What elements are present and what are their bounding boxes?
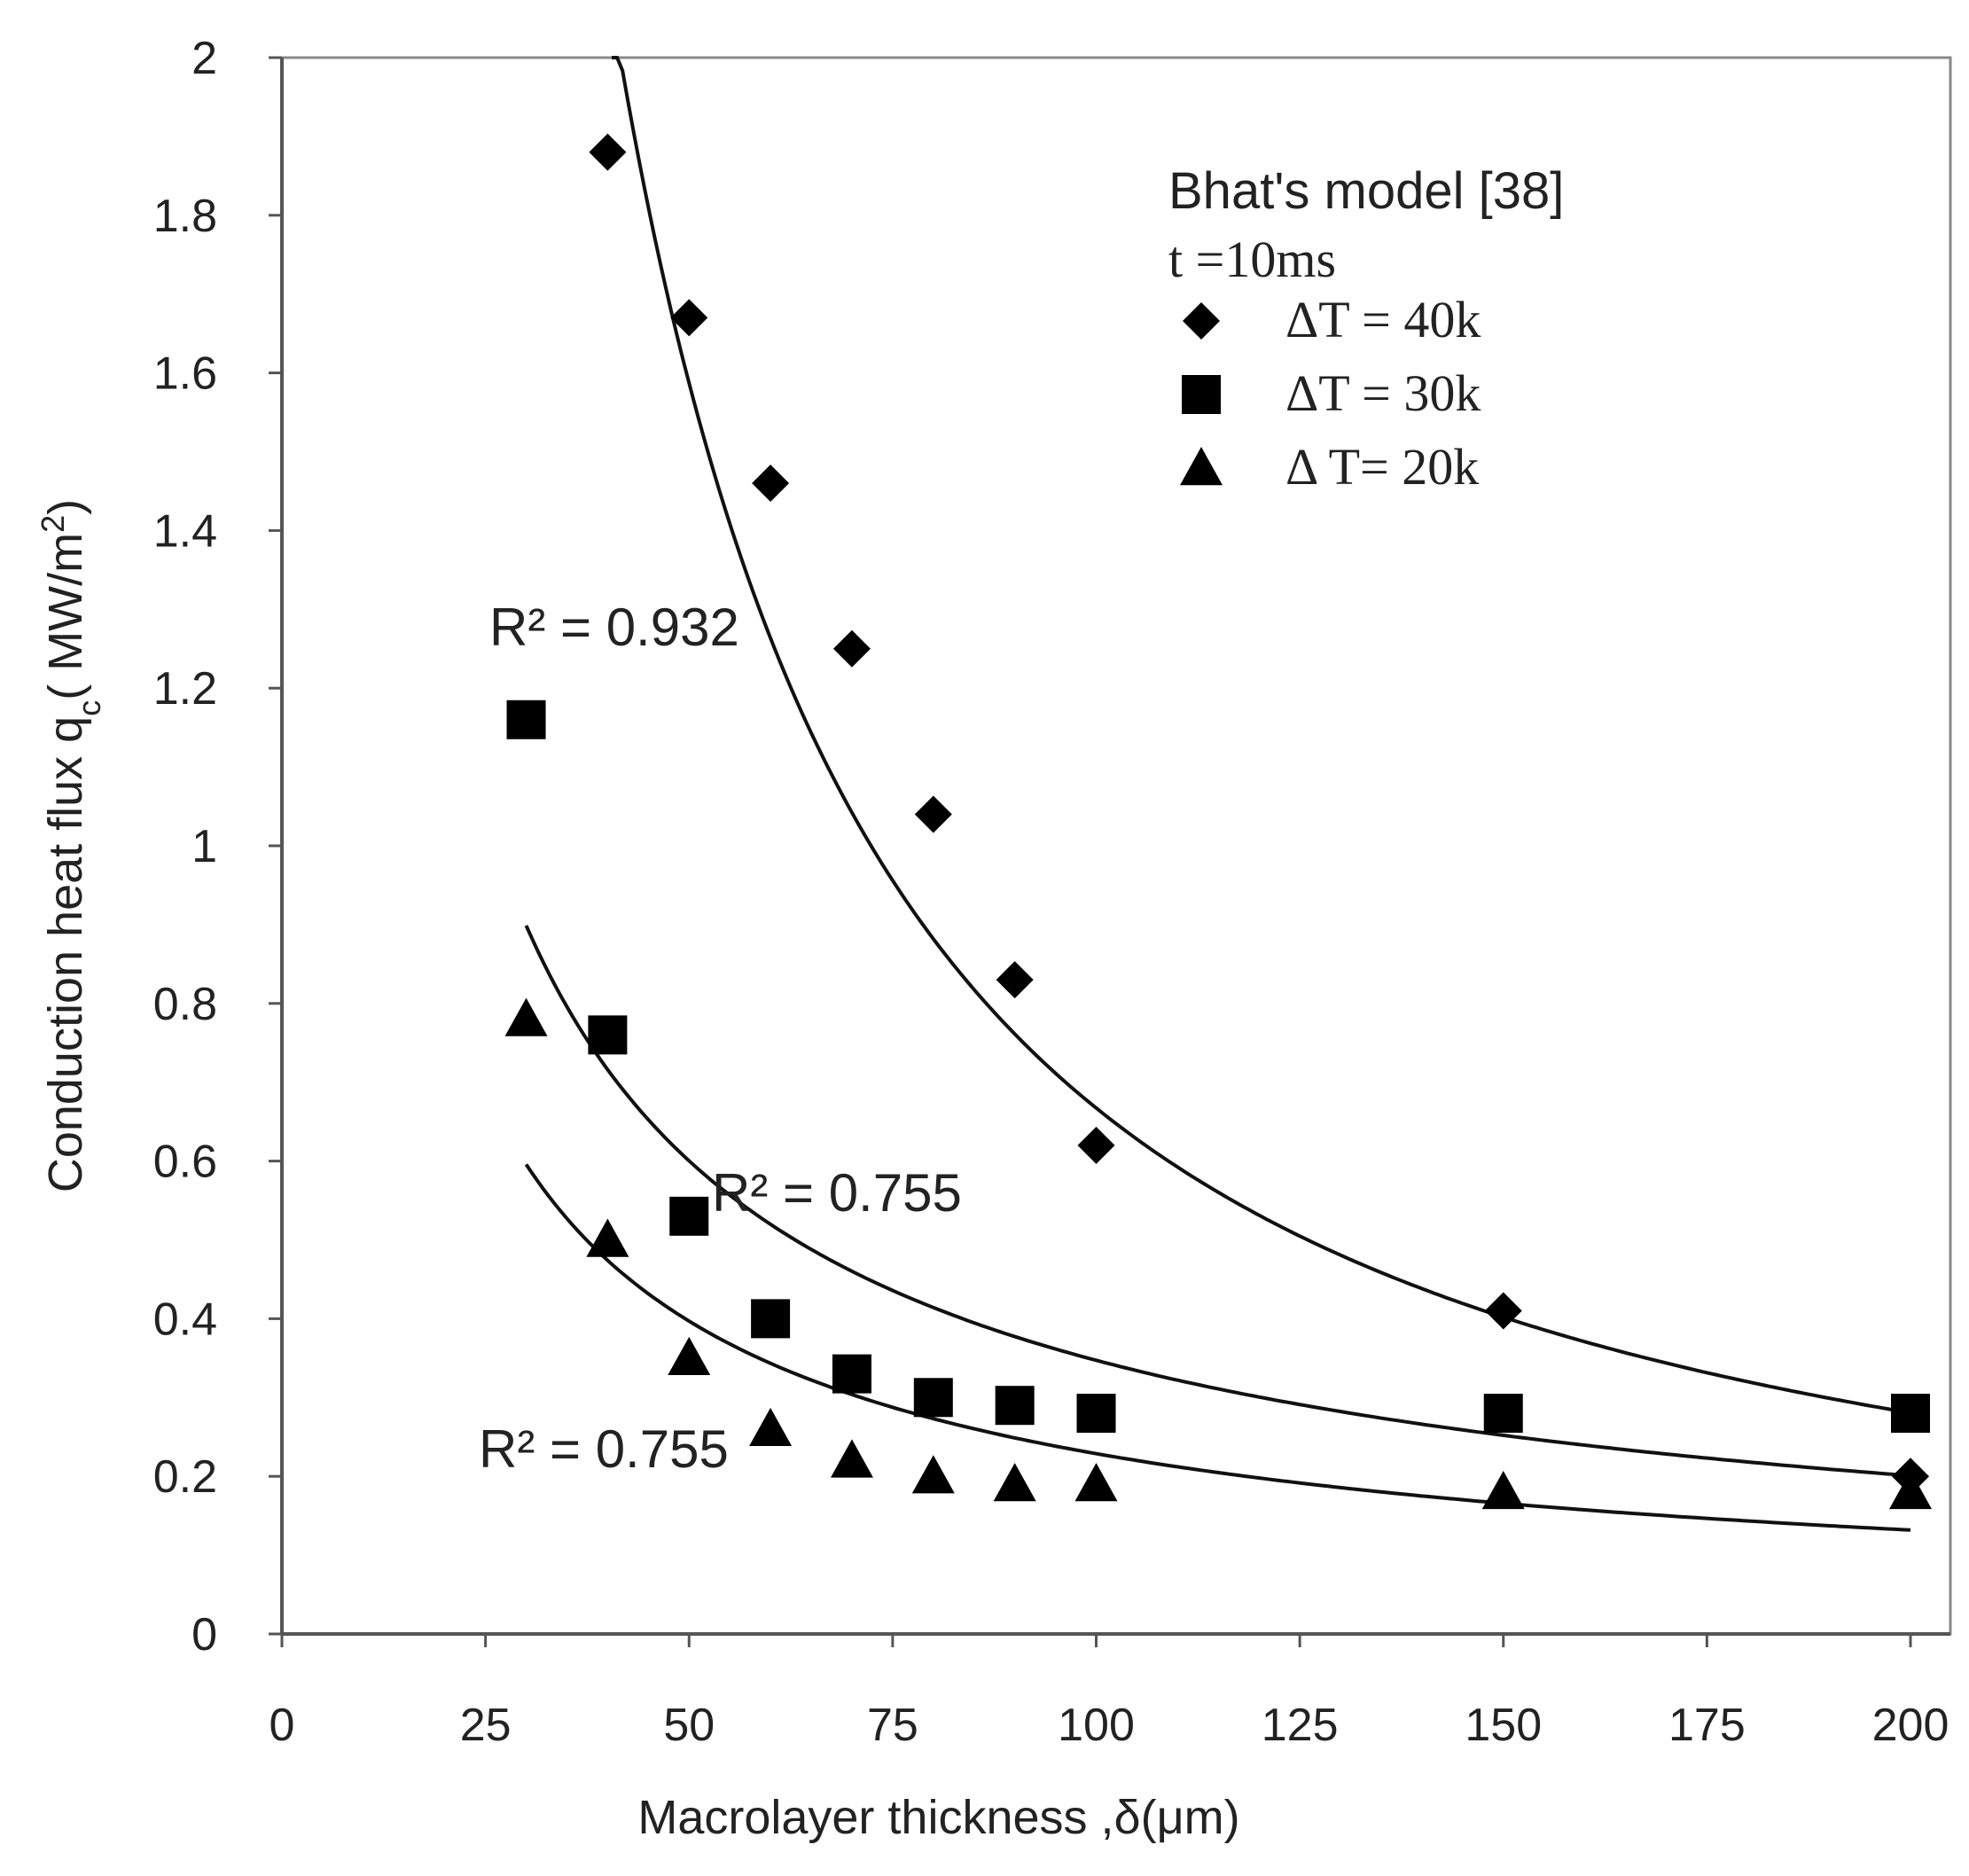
y-tick-label: 1.4	[153, 505, 217, 557]
square-point	[1891, 1394, 1930, 1434]
triangle-point	[749, 1407, 793, 1447]
y-tick-label: 1.8	[153, 191, 217, 242]
y-tick-label: 1.6	[153, 348, 217, 400]
square-point	[1483, 1394, 1523, 1434]
square-point	[506, 700, 546, 739]
x-tick-label: 150	[1465, 1700, 1542, 1751]
square-point	[751, 1299, 791, 1339]
diamond-point	[996, 961, 1034, 999]
x-tick-label: 200	[1872, 1700, 1949, 1751]
square-point	[832, 1354, 871, 1394]
legend: Bhat's model [38] t =10ms ΔT = 40k ΔT = 3…	[1168, 162, 1564, 496]
x-ticks: 0 25 50 75 100 125 150 175 200	[270, 1634, 1949, 1751]
legend-marker-triangle	[1180, 447, 1223, 486]
diamond-point	[832, 629, 871, 668]
legend-marker-diamond	[1183, 302, 1220, 340]
triangle-point	[1074, 1463, 1118, 1502]
square-point	[913, 1378, 953, 1418]
diamond-point	[1484, 1292, 1522, 1330]
legend-subtitle: t =10ms	[1168, 231, 1336, 288]
legend-marker-square	[1182, 375, 1221, 414]
legend-label: ΔT = 40k	[1285, 291, 1481, 348]
y-tick-label: 1	[191, 821, 217, 872]
square-point	[588, 1015, 628, 1055]
r2-label-30k: R² = 0.755	[712, 1163, 962, 1223]
y-tick-label: 0.4	[153, 1294, 217, 1345]
r2-label-40k: R² = 0.932	[489, 598, 739, 657]
legend-items: ΔT = 40k ΔT = 30k Δ T= 20k	[1180, 291, 1481, 496]
diamond-point	[589, 133, 627, 171]
x-tick-label: 175	[1668, 1700, 1746, 1751]
triangle-point	[1889, 1470, 1932, 1510]
triangle-point	[830, 1439, 873, 1478]
legend-title: Bhat's model [38]	[1168, 162, 1564, 220]
triangle-point	[668, 1336, 711, 1376]
square-point	[1076, 1394, 1116, 1434]
trendline	[524, 1163, 1911, 1532]
diamond-point	[1077, 1126, 1115, 1164]
trendline	[612, 56, 1911, 1415]
diamond-point	[670, 299, 708, 337]
r2-label-20k: R² = 0.755	[479, 1419, 729, 1479]
y-tick-label: 1.2	[153, 663, 217, 715]
diamond-point	[914, 795, 952, 833]
square-point	[995, 1386, 1035, 1426]
y-axis-title: Conduction heat flux qc( MW/m2)	[35, 499, 107, 1192]
x-tick-label: 100	[1058, 1700, 1135, 1751]
trendlines	[524, 56, 1911, 1532]
triangle-point	[911, 1455, 955, 1494]
triangle-point	[1481, 1470, 1525, 1510]
y-tick-label: 0.2	[153, 1451, 217, 1503]
y-ticks: 0 0.2 0.4 0.6 0.8 1 1.2 1.4 1.6 1.8 2	[153, 33, 282, 1661]
x-axis-title: Macrolayer thickness ,δ(μm)	[637, 1791, 1239, 1844]
y-tick-label: 0	[191, 1609, 217, 1661]
x-tick-label: 75	[867, 1700, 918, 1751]
trendline	[524, 925, 1911, 1478]
x-tick-label: 0	[270, 1700, 295, 1751]
data-points	[504, 133, 1932, 1510]
y-tick-label: 0.6	[153, 1137, 217, 1188]
x-tick-label: 50	[663, 1700, 715, 1751]
y-tick-label: 2	[191, 33, 217, 84]
diamond-point	[752, 465, 790, 503]
x-tick-label: 25	[460, 1700, 512, 1751]
triangle-point	[586, 1218, 629, 1257]
legend-label: Δ T= 20k	[1285, 438, 1479, 496]
plot-area	[280, 56, 1952, 1636]
triangle-point	[504, 997, 548, 1036]
y-tick-label: 0.8	[153, 979, 217, 1030]
x-tick-label: 125	[1262, 1700, 1339, 1751]
triangle-point	[993, 1463, 1036, 1502]
square-point	[669, 1196, 709, 1236]
legend-label: ΔT = 30k	[1285, 364, 1481, 422]
